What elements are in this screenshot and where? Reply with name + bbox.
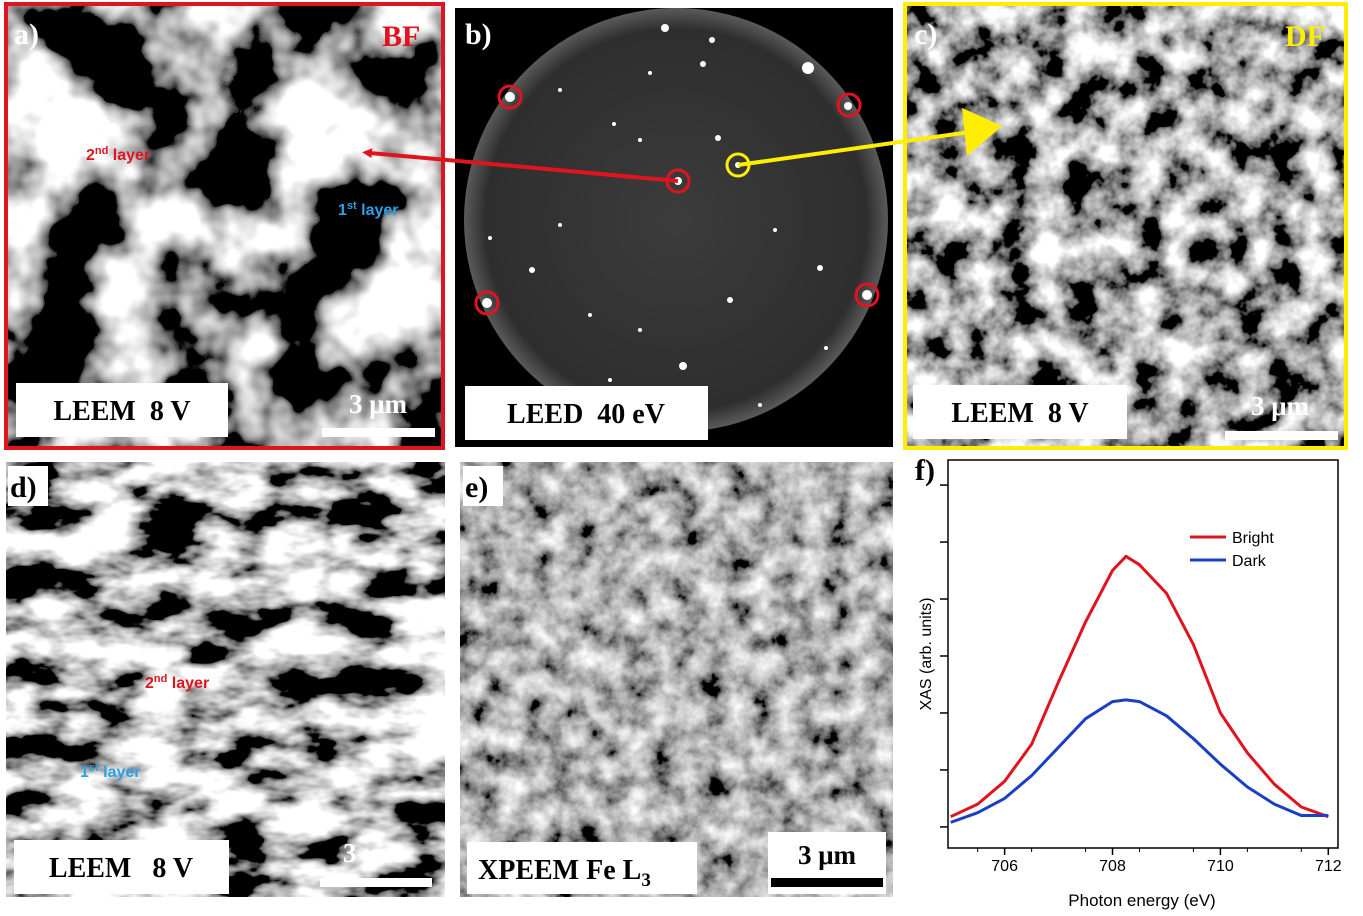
- text: 1: [338, 202, 347, 219]
- text: layer: [167, 675, 209, 692]
- text: 2: [145, 675, 154, 692]
- caption: LEEM 8 V: [53, 396, 190, 427]
- text: nd: [154, 673, 167, 685]
- panel-e: e) XPEEM Fe L3 3 μm: [460, 462, 893, 897]
- image: [460, 462, 893, 897]
- text: layer: [99, 764, 141, 781]
- y-axis-label: XAS (arb. units): [918, 598, 935, 711]
- panel-letter: d): [10, 471, 37, 504]
- image: [6, 4, 443, 448]
- text: nd: [95, 145, 108, 157]
- text: st: [89, 762, 99, 774]
- text: 2: [86, 147, 95, 164]
- tag: BF: [382, 20, 420, 53]
- caption: LEED 40 eV: [507, 399, 665, 430]
- scale-bar: [771, 878, 883, 887]
- panel-letter: e): [465, 471, 488, 504]
- tag: DF: [1285, 20, 1325, 53]
- image: [6, 462, 445, 897]
- scale-label: 3 μm: [1251, 391, 1310, 421]
- text: layer: [108, 147, 150, 164]
- panel-letter: b): [465, 18, 492, 51]
- caption: LEEM 8 V: [951, 398, 1088, 429]
- scale-label: 3 μm: [349, 389, 408, 419]
- panel-b: b) LEED 40 eV: [455, 8, 893, 447]
- text: st: [347, 200, 357, 212]
- screen: [464, 8, 888, 432]
- panel-d: d) 2nd layer 1st layer LEEM 8 V 3 μm: [6, 462, 445, 897]
- text: layer: [357, 202, 399, 219]
- series-line: [951, 556, 1329, 816]
- x-tick-label: 708: [1099, 858, 1126, 875]
- text: 3: [641, 870, 651, 891]
- panel-c: c) DF LEEM 8 V 3 μm: [905, 4, 1346, 448]
- figure: a) BF 2nd layer 1st layer LEEM 8 V 3 μm …: [0, 0, 1363, 916]
- legend-label: Dark: [1232, 553, 1267, 570]
- scale-bar: [322, 428, 435, 437]
- x-tick-label: 710: [1207, 858, 1234, 875]
- text: XPEEM Fe L: [478, 855, 641, 886]
- scale-label: 3 μm: [343, 838, 402, 868]
- panel-letter: c): [914, 18, 937, 51]
- text: 1: [80, 764, 89, 781]
- legend-label: Bright: [1232, 530, 1274, 547]
- caption: XPEEM Fe L3: [478, 855, 651, 891]
- panel-letter: a): [14, 18, 39, 51]
- x-tick-label: 712: [1315, 858, 1342, 875]
- scale-bar: [1225, 431, 1338, 440]
- x-axis-label: Photon energy (eV): [1068, 891, 1215, 910]
- scale-label: 3 μm: [798, 840, 857, 870]
- panel-a: a) BF 2nd layer 1st layer LEEM 8 V 3 μm: [6, 4, 443, 448]
- image: [905, 4, 1346, 448]
- x-tick-label: 706: [991, 858, 1018, 875]
- caption: LEEM 8 V: [49, 853, 193, 884]
- scale-bar: [320, 878, 432, 887]
- series-line: [951, 700, 1329, 823]
- panel-letter: f): [915, 454, 935, 487]
- panel-f: f) Photon energy (eV) XAS (arb. units) 7…: [915, 454, 1342, 910]
